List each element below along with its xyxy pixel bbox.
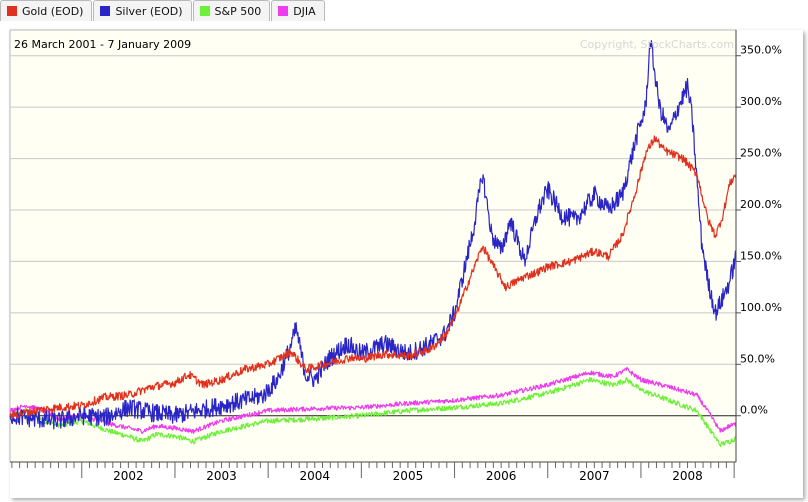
y-tick-label: 50.0% [740, 352, 775, 365]
y-tick-label: 300.0% [740, 95, 782, 108]
legend-label: Gold (EOD) [22, 4, 84, 18]
x-tick-label: 2002 [113, 469, 144, 483]
legend-item-sp500[interactable]: S&P 500 [192, 0, 271, 21]
legend-item-djia[interactable]: DJIA [271, 0, 325, 21]
copyright: Copyright, StockCharts.com [580, 38, 734, 51]
x-tick-label: 2008 [672, 469, 703, 483]
y-tick-label: 150.0% [740, 249, 782, 262]
y-tick-label: 100.0% [740, 301, 782, 314]
date-range: 26 March 2001 - 7 January 2009 [14, 38, 191, 51]
legend-label: Silver (EOD) [115, 4, 183, 18]
y-tick-label: 350.0% [740, 44, 782, 57]
x-tick-label: 2004 [299, 469, 330, 483]
grid [10, 55, 736, 365]
series-line-silver-eod- [9, 40, 737, 430]
legend-label: S&P 500 [214, 4, 262, 18]
series-line-s-p-500 [9, 376, 737, 448]
legend-item-gold[interactable]: Gold (EOD) [0, 0, 93, 21]
x-tick-label: 2006 [486, 469, 517, 483]
x-tick-label: 2003 [206, 469, 237, 483]
y-tick-label: 0.0% [740, 404, 768, 417]
silver-swatch-icon [100, 6, 111, 16]
sp500-swatch-icon [199, 6, 210, 16]
y-tick-label: 200.0% [740, 198, 782, 211]
x-tick-label: 2005 [393, 469, 424, 483]
y-axis-labels: 350.0% 300.0% 250.0% 200.0% 150.0% 100.0% 50.0… [735, 30, 782, 462]
gold-swatch-icon [7, 6, 17, 16]
axis-background [736, 30, 802, 462]
plot-background [9, 29, 737, 463]
x-tick-label: 2007 [579, 469, 610, 483]
y-tick-label: 250.0% [740, 147, 782, 160]
series-line-djia [9, 366, 737, 434]
series-line-gold-eod- [9, 135, 737, 419]
legend: Gold (EOD) Silver (EOD) S&P 500 DJIA [0, 0, 326, 22]
legend-label: DJIA [293, 4, 316, 18]
legend-item-silver[interactable]: Silver (EOD) [93, 0, 192, 21]
series-group [9, 40, 737, 448]
x-axis: 2002 2003 2004 2005 2006 2007 2008 [10, 461, 736, 483]
djia-swatch-icon [278, 6, 289, 16]
